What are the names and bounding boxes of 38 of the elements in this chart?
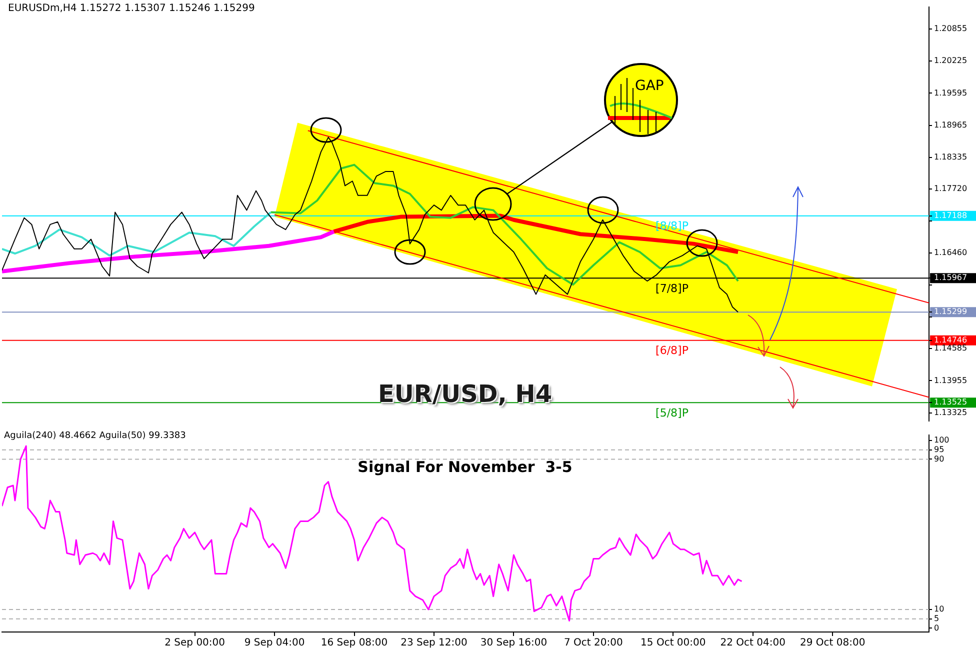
x-tick-label: 30 Sep 16:00 bbox=[480, 638, 548, 649]
y-tick-label: 1.17720 bbox=[934, 184, 968, 193]
annotation: GAP bbox=[635, 78, 664, 94]
x-tick-label: 22 Oct 04:00 bbox=[720, 638, 786, 649]
x-tick-label: 29 Oct 08:00 bbox=[800, 638, 866, 649]
y-tick-label: 1.14585 bbox=[934, 344, 968, 353]
x-tick-label: 2 Sep 00:00 bbox=[164, 638, 226, 649]
annotation: EURUSDm,H4 1.15272 1.15307 1.15246 1.15299 bbox=[8, 3, 255, 14]
x-tick-label: 23 Sep 12:00 bbox=[400, 638, 468, 649]
chart-title: Aguila(240) 48.4662 Aguila(50) 99.3383 bbox=[4, 431, 186, 441]
y-tick-label: 1.14746 bbox=[934, 335, 968, 344]
y-tick-label: 1.15299 bbox=[934, 307, 968, 316]
y-tick-label: 1.20855 bbox=[934, 24, 968, 34]
y-tick-label: 1.20225 bbox=[934, 56, 968, 66]
y-tick-label: 10 bbox=[934, 604, 944, 614]
y-tick-label: 1.13325 bbox=[934, 408, 968, 417]
y-tick-label: 1.16460 bbox=[934, 248, 968, 258]
ref-line-label: [5/8]P bbox=[656, 406, 689, 420]
ref-line-label: [7/8]P bbox=[656, 282, 689, 295]
y-tick-label: 1.19595 bbox=[934, 88, 968, 98]
y-tick-label: 1.18965 bbox=[934, 120, 968, 130]
y-tick-label: 100 bbox=[934, 436, 950, 445]
text: Signal For November 3-5 bbox=[356, 458, 574, 476]
y-tick-label: 5 bbox=[934, 614, 940, 623]
x-tick-label: 7 Oct 20:00 bbox=[564, 638, 623, 649]
y-tick-label: 1.13955 bbox=[934, 376, 968, 385]
x-tick-label: 9 Sep 04:00 bbox=[244, 638, 305, 649]
y-tick-label: 1.18335 bbox=[934, 152, 968, 162]
ref-line-label: [6/8]P bbox=[656, 344, 689, 358]
y-tick-label: 95 bbox=[934, 444, 944, 454]
x-tick-label: 15 Oct 00:00 bbox=[640, 638, 706, 649]
x-tick-label: 16 Sep 08:00 bbox=[320, 638, 388, 649]
y-tick-label: 0 bbox=[934, 623, 940, 632]
y-tick-label: 1.13525 bbox=[934, 398, 968, 407]
y-tick-label: 90 bbox=[934, 454, 944, 464]
y-tick-label: 1.17188 bbox=[934, 210, 968, 220]
y-tick-label: 1.15967 bbox=[934, 273, 968, 282]
text: EUR/USD, H4 bbox=[376, 380, 554, 408]
